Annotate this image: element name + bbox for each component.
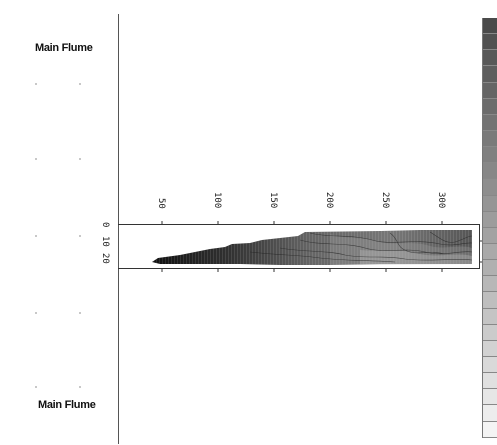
scale-segment [483,114,497,131]
scale-segment [483,50,497,67]
marker-dot [35,386,37,388]
scale-segment [483,34,497,51]
marker-dot [79,235,81,237]
marker-dot [35,312,37,314]
scale-segment [483,243,497,261]
scale-segment [483,130,497,148]
left-axis-line [118,14,119,444]
scale-segment [483,211,497,228]
scale-segment [483,227,497,244]
scale-segment [483,98,497,115]
scale-segment [483,356,497,374]
scale-segment [483,389,497,406]
marker-dot [35,235,37,237]
marker-dot [79,312,81,314]
scale-segment [483,163,497,180]
marker-dot [35,158,37,160]
scale-segment [483,308,497,325]
marker-dot [79,158,81,160]
scale-segment [483,147,497,164]
scale-segment [483,82,497,99]
scale-segment [483,340,497,357]
main-flume-label-bottom: Main Flume [38,399,96,411]
scale-segment [483,405,497,422]
scale-segment [483,18,497,35]
x-tick-marks [161,221,443,272]
scale-segment [483,66,497,83]
scale-segment [483,260,497,277]
scale-segment [483,421,497,438]
scale-segment [483,292,497,309]
marker-dot [35,83,37,85]
marker-dot [79,386,81,388]
scale-segment [483,179,497,196]
marker-dot [79,83,81,85]
scale-segment [483,373,497,390]
color-scale-bar [482,18,497,438]
main-flume-label-top: Main Flume [35,42,93,54]
scale-segment [483,195,497,212]
scale-segment [483,324,497,341]
plot-frame [118,224,480,269]
scale-segment [483,276,497,293]
